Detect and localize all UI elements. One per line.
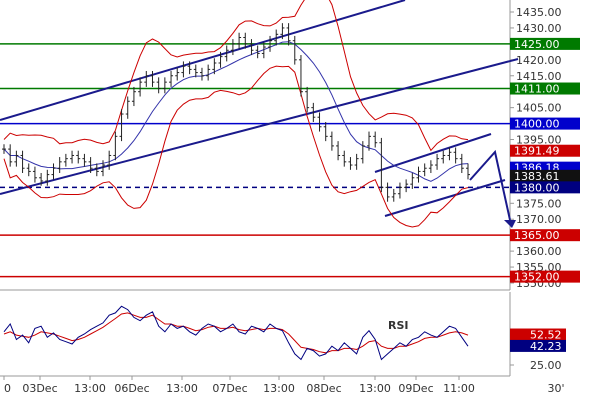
rsi-y-tick-label: 25.00 — [530, 359, 562, 372]
x-tick-label: 11:00 — [443, 382, 475, 395]
level-label-box — [510, 117, 580, 130]
x-tick-label: 13:00 — [166, 382, 198, 395]
moving-average — [3, 41, 469, 182]
x-axis-ticks: 0 03Dec 13:00 06Dec 13:00 07Dec 13:00 08Dec 13:0… — [3, 376, 565, 395]
price-y-tick-label: 1415.00 — [516, 70, 562, 83]
moving-average-line — [3, 41, 469, 182]
price-candles — [2, 23, 470, 202]
price-y-tick-label: 1405.00 — [516, 102, 562, 115]
x-tick-label: 07Dec — [212, 382, 247, 395]
forecast-arrow-head — [504, 220, 516, 228]
price-y-tick-label: 1375.00 — [516, 197, 562, 210]
level-label-box — [510, 82, 580, 95]
bollinger-bands — [3, 0, 469, 228]
rsi-lines — [3, 305, 469, 361]
price-y-tick-label: 1430.00 — [516, 22, 562, 35]
x-tick-label: 13:00 — [359, 382, 391, 395]
rsi-title: RSI — [388, 319, 409, 332]
level-label: 1425.00 — [514, 38, 560, 51]
rsi-value-box — [510, 328, 566, 341]
level-label: 1391.49 — [514, 145, 560, 158]
upper-channel-line — [0, 0, 406, 121]
level-label: 1380.00 — [514, 181, 560, 194]
level-label-box — [510, 229, 580, 242]
level-label: 1352.00 — [514, 271, 560, 284]
price-y-tick-label: 1395.00 — [516, 134, 562, 147]
level-label: 1365.00 — [514, 229, 560, 242]
x-tick-label: 03Dec — [22, 382, 57, 395]
level-label: 1411.00 — [514, 83, 560, 96]
level-label-box — [510, 37, 580, 50]
bollinger-upper-band — [3, 0, 469, 152]
x-tick-label: 13:00 — [263, 382, 295, 395]
rsi-value-label: 42.23 — [530, 340, 562, 353]
level-label-box — [510, 144, 580, 157]
rsi-value-label: 52.52 — [530, 329, 562, 342]
x-tick-label: 06Dec — [114, 382, 149, 395]
price-y-ticks: 1435.00 1430.00 1420.00 1415.00 1405.00 1395.… — [510, 6, 562, 290]
lower-channel-line — [0, 58, 519, 195]
level-label-box — [510, 169, 580, 182]
x-tick-label: 0 — [4, 382, 11, 395]
price-y-tick-label: 1435.00 — [516, 6, 562, 19]
price-y-tick-label: 1360.00 — [516, 245, 562, 258]
price-y-tick-label: 1370.00 — [516, 213, 562, 226]
price-y-tick-label: 1420.00 — [516, 54, 562, 67]
level-label: 1400.00 — [514, 118, 560, 131]
x-tick-label: 09Dec — [398, 382, 433, 395]
level-label-box — [510, 270, 580, 283]
short-channel-lower — [384, 179, 506, 217]
rsi-line — [3, 305, 469, 361]
support-resistance-levels: 1425.001411.001400.001391.491386.181383.… — [0, 37, 580, 284]
level-label: 1383.61 — [514, 170, 560, 183]
rsi-value-box — [510, 339, 566, 352]
x-tick-label: 08Dec — [306, 382, 341, 395]
rsi-y-ticks: 25.00 — [510, 359, 562, 372]
x-tick-label: 13:00 — [74, 382, 106, 395]
bollinger-lower-band — [3, 65, 469, 228]
level-label-box — [510, 181, 580, 194]
forecast-arrow-path — [469, 149, 511, 221]
x-tick-label: 30' — [547, 382, 564, 395]
